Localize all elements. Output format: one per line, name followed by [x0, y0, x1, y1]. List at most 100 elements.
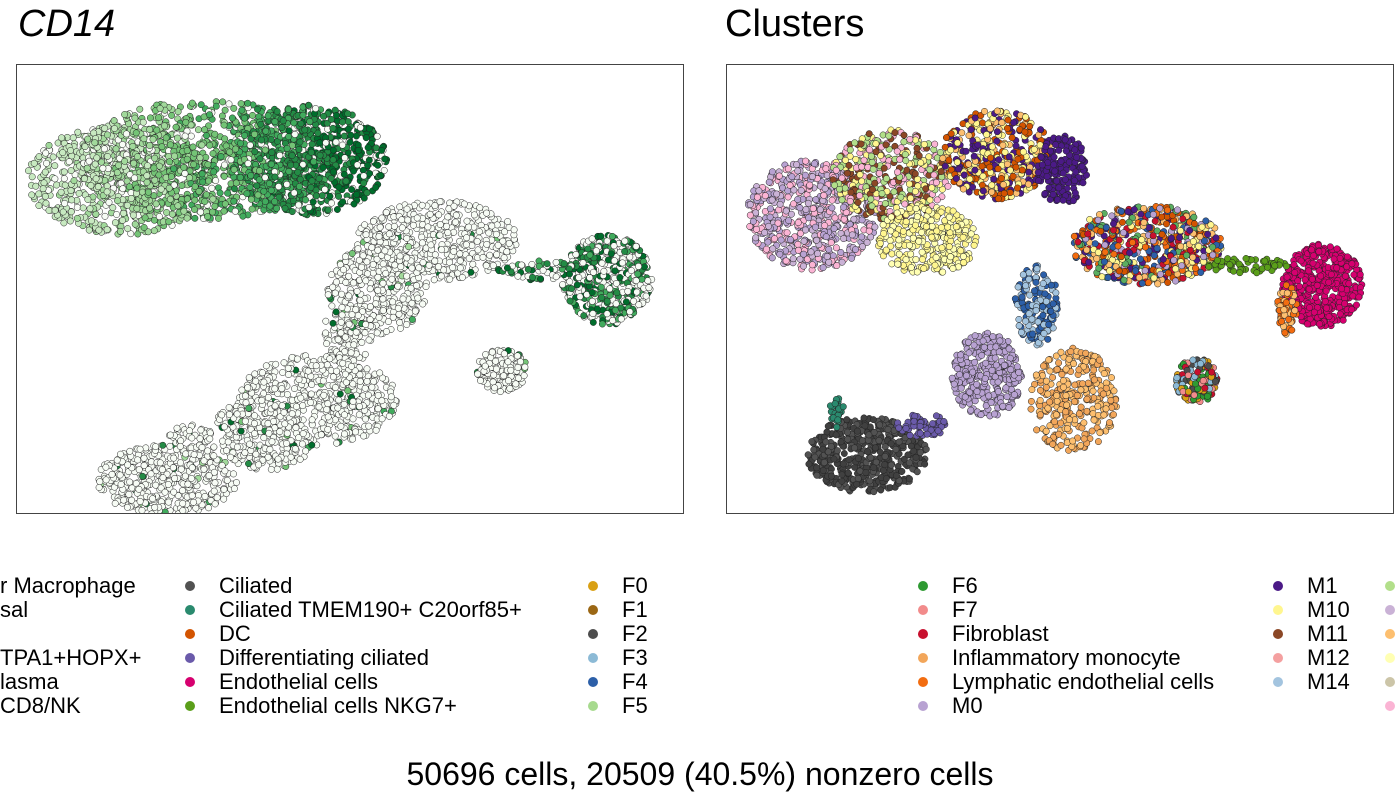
cell-point — [178, 182, 186, 189]
cell-point — [208, 184, 216, 192]
cell-point — [362, 231, 370, 239]
cell-point — [73, 203, 81, 211]
cell-point — [354, 147, 362, 154]
cell-point — [217, 153, 225, 160]
cell-point — [119, 185, 127, 193]
cell-point — [156, 104, 164, 112]
cell-point — [292, 424, 300, 432]
cell-point — [381, 247, 389, 255]
cell-point — [632, 277, 640, 285]
cell-point — [268, 438, 276, 446]
cell-point — [307, 183, 315, 191]
cell-point — [209, 208, 216, 216]
cell-point — [341, 411, 348, 419]
cell-point — [197, 101, 205, 109]
cell-point — [247, 195, 255, 203]
cell-point — [337, 329, 345, 337]
cell-point — [166, 141, 174, 149]
cell-point — [350, 341, 358, 349]
cell-point — [180, 207, 188, 215]
cell-point — [334, 336, 342, 344]
cell-point — [411, 307, 419, 315]
cell-point — [348, 362, 355, 370]
cell-point — [456, 250, 464, 258]
cell-point — [149, 135, 157, 143]
cell-point — [120, 209, 127, 217]
cell-point — [491, 384, 499, 392]
cell-point — [293, 355, 301, 363]
cell-point — [239, 212, 247, 220]
cell-point — [644, 277, 652, 285]
cell-point — [209, 195, 217, 203]
cell-point — [41, 192, 49, 200]
cell-point — [634, 270, 642, 278]
cell-point — [361, 329, 369, 337]
cell-point — [134, 230, 142, 238]
cell-point — [103, 131, 111, 139]
cell-point — [255, 176, 263, 184]
cell-point — [121, 157, 129, 165]
cell-point — [266, 202, 274, 210]
cell-point — [143, 178, 151, 186]
cell-point — [340, 170, 348, 178]
cell-point — [443, 222, 451, 230]
cell-point — [251, 412, 259, 420]
cell-point — [326, 192, 334, 200]
cell-point — [431, 251, 439, 259]
cell-point — [244, 99, 252, 107]
cell-point — [474, 246, 482, 254]
cell-point — [374, 273, 382, 281]
cell-point — [248, 205, 256, 213]
cell-point — [278, 124, 286, 132]
cell-point — [379, 307, 387, 314]
cell-point — [405, 243, 413, 251]
cell-point — [344, 118, 352, 126]
cell-point — [317, 431, 325, 439]
cell-point — [630, 297, 638, 305]
cell-point — [372, 184, 380, 191]
cd14-umap-panel — [16, 64, 684, 514]
cell-point — [403, 321, 411, 328]
cell-point — [85, 157, 93, 165]
cell-point — [396, 203, 404, 211]
cell-point — [375, 233, 383, 240]
cell-point — [61, 181, 69, 189]
cell-point — [588, 235, 596, 243]
cell-point — [323, 340, 331, 348]
cell-point — [568, 285, 576, 293]
cell-point — [322, 317, 330, 325]
cell-point — [284, 364, 292, 372]
cell-point — [355, 411, 363, 419]
cell-point — [364, 144, 372, 152]
cell-point — [199, 178, 207, 186]
cell-point — [45, 206, 53, 214]
cell-point — [500, 254, 508, 262]
cell-point — [641, 263, 648, 271]
cell-point — [465, 223, 473, 231]
cell-point — [586, 251, 594, 259]
cell-point — [258, 396, 266, 404]
cell-point — [566, 297, 574, 305]
cell-point — [241, 114, 249, 122]
cell-point — [238, 386, 246, 394]
cell-point — [244, 160, 252, 167]
cell-point — [376, 369, 384, 377]
cell-point — [302, 196, 309, 204]
cell-point — [147, 458, 155, 466]
cell-point — [91, 139, 99, 147]
cell-point — [288, 152, 296, 159]
cell-point — [285, 168, 293, 175]
cell-point — [362, 415, 369, 423]
cell-point — [345, 292, 353, 300]
cell-point — [83, 164, 91, 172]
cell-point — [368, 244, 376, 251]
cell-point — [205, 177, 213, 185]
cell-point — [342, 253, 349, 261]
cell-point — [316, 139, 324, 147]
cell-point — [379, 260, 387, 268]
cell-point — [374, 286, 382, 294]
cell-point — [505, 239, 513, 247]
cell-point — [283, 180, 291, 188]
cell-point — [237, 139, 244, 147]
cell-point — [241, 392, 249, 400]
